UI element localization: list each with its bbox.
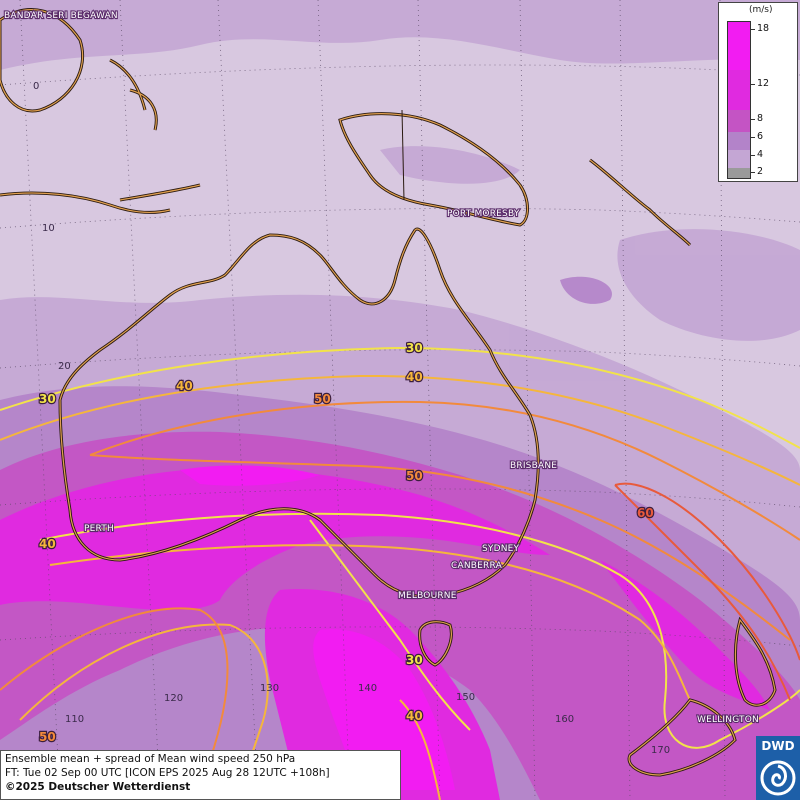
city-sydney: SYDNEY — [482, 544, 520, 554]
legend-tick: 8 — [757, 113, 764, 124]
city-perth: PERTH — [84, 524, 114, 534]
grid-labels: 0 10 20 110 120 130 140 150 160 170 — [33, 81, 670, 756]
legend-swatch-2 — [728, 168, 750, 178]
legend-swatch-18 — [728, 22, 750, 70]
lon-label: 140 — [358, 683, 377, 694]
info-box: Ensemble mean + spread of Mean wind spee… — [0, 750, 401, 800]
legend-swatch-12 — [728, 70, 750, 110]
isotach-60 — [614, 482, 800, 661]
forecast-time: FT: Tue 02 Sep 00 UTC [ICON EPS 2025 Aug… — [5, 767, 330, 779]
isotach-50 — [89, 400, 800, 541]
legend-unit: (m/s) — [749, 5, 773, 15]
legend-tick: 18 — [757, 23, 770, 34]
isotach-label-30: 30 — [39, 392, 56, 406]
logo-text: DWD — [761, 739, 795, 753]
legend-tick: 6 — [757, 131, 764, 142]
lon-label: 160 — [555, 714, 574, 725]
isotach-50-c — [0, 607, 229, 761]
isotach-label-30: 30 — [406, 341, 423, 355]
isotach-60-b — [614, 484, 791, 701]
map-title: Ensemble mean + spread of Mean wind spee… — [5, 753, 296, 765]
isotach-label-40: 40 — [39, 537, 56, 551]
legend-colorbar — [727, 21, 751, 179]
isotach-30 — [0, 346, 800, 449]
isotach-40-south — [49, 544, 691, 701]
isotach-label-50: 50 — [39, 730, 56, 744]
city-canberra: CANBERRA — [451, 561, 503, 571]
spread-peaks-18plus — [180, 465, 455, 790]
isotach-label-40: 40 — [406, 370, 423, 384]
isotach-label-60: 60 — [637, 506, 654, 520]
legend-swatch-6 — [728, 132, 750, 150]
swirl-icon — [760, 760, 796, 796]
lon-label: 150 — [456, 692, 475, 703]
isotach-label-40: 40 — [176, 379, 193, 393]
isotach-40 — [0, 374, 800, 486]
city-wellington: WELLINGTON — [697, 715, 759, 725]
legend-tick: 12 — [757, 78, 770, 89]
isotach-30-inner — [309, 519, 471, 731]
lon-label: 110 — [65, 714, 84, 725]
legend-tick: 4 — [757, 149, 764, 160]
copyright: ©2025 Deutscher Wetterdienst — [5, 781, 191, 793]
color-legend: (m/s) 18 12 8 6 4 2 — [718, 2, 798, 182]
city-brisbane: BRISBANE — [510, 461, 557, 471]
lon-label: 170 — [651, 745, 670, 756]
legend-tick: 2 — [757, 166, 764, 177]
legend-swatch-8 — [728, 110, 750, 132]
isotach-label-30: 30 — [406, 653, 423, 667]
city-labels: BANDAR SERI BEGAWAN PORT MORESBY BRISBAN… — [3, 10, 760, 726]
legend-swatch-4 — [728, 150, 750, 168]
city-melbourne: MELBOURNE — [398, 591, 457, 601]
isotach-label-40: 40 — [406, 709, 423, 723]
png-border — [401, 109, 405, 201]
city-bandar-seri-begawan: BANDAR SERI BEGAWAN — [4, 11, 118, 21]
city-port-moresby: PORT MORESBY — [447, 209, 520, 219]
isotach-labels: 30 30 30 40 40 40 40 50 50 50 60 — [38, 340, 655, 745]
isotach-label-50: 50 — [406, 469, 423, 483]
lat-label: 0 — [33, 81, 39, 92]
dwd-logo: DWD — [756, 736, 800, 800]
isotach-label-50: 50 — [314, 392, 331, 406]
lon-label: 120 — [164, 693, 183, 704]
isotachs — [0, 346, 800, 800]
lon-label: 130 — [260, 683, 279, 694]
isotach-40-loop2 — [399, 699, 441, 800]
lat-label: 10 — [42, 223, 55, 234]
isotach-50-b — [89, 454, 791, 641]
lat-label: 20 — [58, 361, 71, 372]
